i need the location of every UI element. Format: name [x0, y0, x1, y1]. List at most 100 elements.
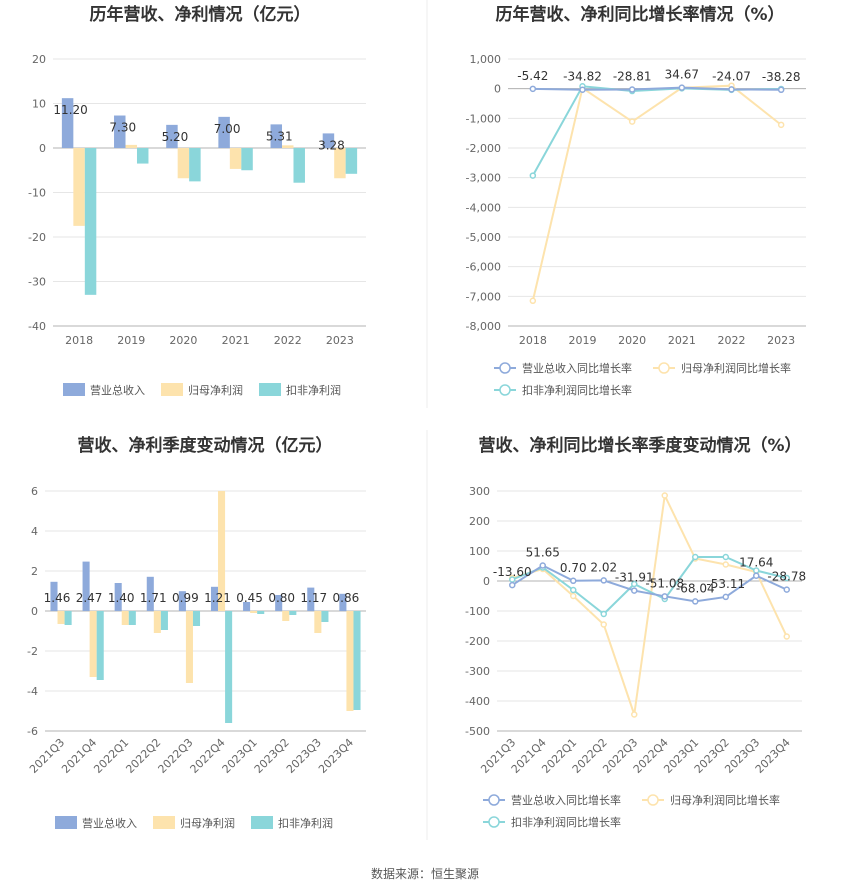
bar-net-profit — [250, 611, 258, 613]
legend-label: 营业总收入 — [90, 383, 145, 397]
legend-marker — [488, 816, 500, 828]
y-tick-label: -200 — [465, 635, 490, 648]
y-tick-label: -6 — [27, 725, 38, 738]
y-tick-label: -500 — [465, 725, 490, 738]
bar-deducted-profit — [84, 148, 97, 295]
bar-revenue — [114, 115, 126, 148]
series-point — [783, 586, 790, 593]
series-point — [678, 84, 686, 91]
bar-revenue — [322, 133, 335, 148]
bar-net-profit — [153, 611, 161, 633]
series-point — [692, 553, 699, 561]
bar-deducted-profit — [96, 611, 104, 680]
series-point — [783, 633, 790, 640]
series-point — [600, 610, 607, 618]
plot-quarter-bar: 6420-2-4-62021Q32021Q42022Q12022Q22022Q3… — [27, 485, 366, 830]
bar-net-profit — [57, 611, 65, 624]
series-point — [579, 86, 586, 93]
x-tick-label: 2019 — [117, 334, 145, 347]
bar-revenue — [50, 581, 58, 611]
y-tick-label: 10 — [32, 98, 46, 111]
x-tick-label: 2020 — [618, 334, 646, 347]
series-point — [539, 562, 546, 569]
y-tick-label: -8,000 — [466, 320, 501, 333]
x-tick-label: 2023Q4 — [316, 736, 356, 776]
bar-deducted-profit — [136, 148, 149, 164]
series-point — [509, 581, 516, 589]
bar-deducted-profit — [257, 611, 265, 614]
bar-revenue — [218, 116, 230, 148]
x-tick-label: 2022 — [274, 334, 302, 347]
y-tick-label: 200 — [469, 515, 490, 528]
data-label: -5.42 — [517, 69, 548, 83]
series-point — [631, 587, 638, 594]
bar-net-profit — [334, 148, 346, 179]
bar-deducted-profit — [64, 611, 72, 625]
bar-net-profit — [89, 611, 97, 677]
legend-label: 营业总收入同比增长率 — [511, 793, 621, 807]
series-line-deducted-growth — [511, 556, 787, 616]
series-point — [631, 580, 638, 588]
legend-label: 扣非净利润同比增长率 — [522, 383, 632, 397]
bar-revenue — [275, 595, 283, 611]
series-point — [661, 593, 668, 600]
legend-label: 归母净利润 — [180, 816, 235, 830]
data-label: -68.04 — [676, 581, 715, 595]
series-line-net-profit-growth — [531, 84, 782, 302]
y-tick-label: -5,000 — [466, 231, 501, 244]
data-source-label: 数据来源：恒生聚源 — [371, 866, 479, 881]
bar-revenue — [210, 586, 219, 611]
legend-label: 扣非净利润 — [278, 816, 333, 830]
bar-deducted-profit — [293, 148, 305, 183]
data-label: 2.47 — [76, 591, 103, 605]
y-tick-label: -4,000 — [466, 201, 501, 214]
series-point — [661, 492, 668, 499]
bar-deducted-profit — [189, 148, 201, 182]
y-tick-label: -2 — [27, 645, 38, 658]
legend-label: 营业总收入 — [82, 816, 137, 830]
bar-net-profit — [185, 611, 193, 683]
data-label: -28.81 — [613, 70, 652, 84]
y-tick-label: 0 — [494, 83, 501, 96]
bar-revenue — [61, 98, 74, 148]
data-label: -13.60 — [493, 565, 532, 579]
data-label: 5.31 — [266, 129, 293, 143]
legend-swatch — [259, 383, 281, 396]
bar-revenue — [307, 587, 315, 611]
x-tick-label: 2020 — [169, 334, 197, 347]
data-label: 7.00 — [214, 122, 241, 136]
y-tick-label: 6 — [31, 485, 38, 498]
y-tick-label: -2,000 — [466, 142, 501, 155]
y-tick-label: -100 — [465, 605, 490, 618]
x-tick-label: 2023 — [767, 334, 795, 347]
bar-net-profit — [282, 611, 290, 621]
series-point — [600, 577, 607, 584]
series-line-revenue-growth — [511, 564, 788, 603]
data-label: -34.82 — [563, 70, 602, 84]
series-point — [728, 86, 735, 93]
legend-marker — [647, 794, 659, 806]
bar-deducted-profit — [289, 611, 297, 615]
data-label: 0.70 — [560, 561, 587, 575]
data-label: -24.07 — [712, 69, 751, 83]
data-label: -38.28 — [762, 70, 801, 84]
data-label: 51.65 — [526, 546, 560, 560]
x-tick-label: 2021 — [668, 334, 696, 347]
bar-revenue — [339, 593, 347, 611]
x-tick-label: 2022 — [718, 334, 746, 347]
legend-swatch — [55, 816, 77, 829]
bar-revenue — [114, 583, 122, 611]
legend-label: 扣非净利润同比增长率 — [511, 815, 621, 829]
legend-marker — [658, 362, 670, 374]
series-line-net-profit-growth — [511, 492, 788, 715]
bar-revenue — [178, 591, 186, 611]
bar-net-profit — [177, 148, 190, 179]
data-label: 2.02 — [590, 560, 617, 574]
bar-revenue — [243, 602, 251, 611]
bar-deducted-profit — [192, 611, 201, 626]
y-tick-label: -300 — [465, 665, 490, 678]
series-point — [628, 86, 636, 93]
legend-label: 营业总收入同比增长率 — [522, 361, 632, 375]
chart-title-annual-bar: 历年营收、净利情况（亿元） — [90, 4, 311, 25]
